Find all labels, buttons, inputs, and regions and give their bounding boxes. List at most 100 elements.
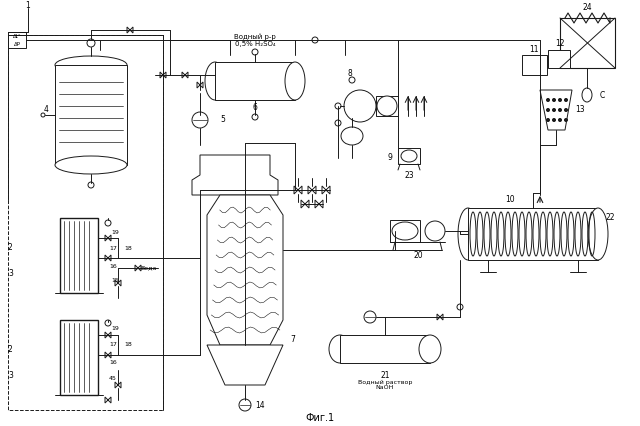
Polygon shape (207, 345, 283, 385)
Text: 20: 20 (413, 251, 423, 261)
Polygon shape (322, 186, 330, 194)
Polygon shape (105, 352, 111, 358)
Circle shape (564, 98, 568, 101)
Text: 23: 23 (404, 170, 414, 179)
Polygon shape (301, 200, 309, 208)
Circle shape (105, 320, 111, 326)
Bar (60, 320, 98, 395)
Bar (468, 208, 598, 260)
Circle shape (41, 113, 45, 117)
Polygon shape (105, 255, 111, 261)
Bar (398, 148, 420, 164)
Circle shape (425, 221, 445, 241)
Text: 17: 17 (109, 245, 117, 250)
Polygon shape (105, 397, 111, 403)
Circle shape (87, 39, 95, 47)
Circle shape (564, 109, 568, 112)
Circle shape (312, 37, 318, 43)
Polygon shape (192, 155, 278, 195)
Polygon shape (115, 382, 121, 388)
Polygon shape (207, 195, 283, 345)
Text: C: C (600, 90, 605, 100)
Text: 1: 1 (26, 0, 30, 9)
Circle shape (335, 120, 341, 126)
Bar (390, 220, 420, 242)
Bar (560, 18, 615, 68)
Polygon shape (308, 186, 316, 194)
Ellipse shape (55, 156, 127, 174)
Circle shape (105, 220, 111, 226)
Bar (215, 62, 295, 100)
Text: 19: 19 (111, 230, 119, 236)
Polygon shape (105, 332, 111, 338)
Text: 18: 18 (124, 343, 132, 348)
Text: 9: 9 (388, 153, 392, 162)
Circle shape (192, 112, 208, 128)
Ellipse shape (55, 56, 127, 74)
Text: 24: 24 (582, 3, 592, 12)
Text: ΔP: ΔP (13, 41, 20, 46)
Ellipse shape (329, 335, 351, 363)
Circle shape (559, 109, 561, 112)
Text: Вода: Вода (140, 265, 156, 271)
Circle shape (547, 118, 550, 121)
Polygon shape (294, 186, 302, 194)
Ellipse shape (341, 127, 363, 145)
Text: 2: 2 (8, 244, 13, 253)
Circle shape (88, 182, 94, 188)
Text: 22: 22 (605, 213, 615, 222)
Circle shape (252, 114, 258, 120)
Text: 45: 45 (109, 375, 117, 380)
Text: 4: 4 (43, 106, 48, 115)
Polygon shape (197, 82, 203, 88)
Bar (8, 32, 26, 48)
Polygon shape (135, 265, 141, 271)
Ellipse shape (205, 62, 225, 100)
Text: 17: 17 (109, 343, 117, 348)
Text: 19: 19 (111, 325, 119, 331)
Text: Водный раствор
NaOH: Водный раствор NaOH (358, 380, 412, 391)
Bar (60, 218, 98, 293)
Text: 15: 15 (111, 279, 119, 283)
Bar (8, 35, 163, 410)
Circle shape (552, 98, 556, 101)
Circle shape (559, 118, 561, 121)
Circle shape (364, 311, 376, 323)
Ellipse shape (285, 62, 305, 100)
Ellipse shape (392, 222, 418, 240)
Circle shape (559, 98, 561, 101)
Polygon shape (105, 235, 111, 241)
Circle shape (335, 103, 341, 109)
Ellipse shape (419, 335, 441, 363)
Polygon shape (540, 90, 572, 130)
Text: 16: 16 (109, 264, 117, 268)
Circle shape (349, 77, 355, 83)
Text: 5: 5 (220, 115, 225, 124)
Ellipse shape (588, 208, 608, 260)
Text: 6: 6 (253, 104, 257, 112)
Circle shape (552, 118, 556, 121)
Text: 16: 16 (109, 360, 117, 365)
Circle shape (252, 49, 258, 55)
Text: 7: 7 (290, 336, 295, 345)
Bar (340, 335, 430, 363)
Text: 21: 21 (380, 371, 390, 380)
Text: 3: 3 (8, 268, 13, 277)
Bar (548, 50, 570, 68)
Circle shape (547, 98, 550, 101)
Circle shape (457, 304, 463, 310)
Circle shape (564, 118, 568, 121)
Text: 14: 14 (255, 400, 264, 409)
Polygon shape (182, 72, 188, 78)
Text: 2: 2 (8, 345, 13, 354)
Text: Δt°: Δt° (13, 35, 21, 40)
Polygon shape (315, 200, 323, 208)
Bar (55, 65, 127, 165)
Text: 12: 12 (556, 40, 564, 49)
Ellipse shape (458, 208, 478, 260)
Text: 8: 8 (348, 69, 353, 78)
Bar (522, 55, 547, 75)
Text: 10: 10 (505, 196, 515, 204)
Text: Фиг.1: Фиг.1 (305, 413, 335, 423)
Polygon shape (127, 27, 133, 33)
